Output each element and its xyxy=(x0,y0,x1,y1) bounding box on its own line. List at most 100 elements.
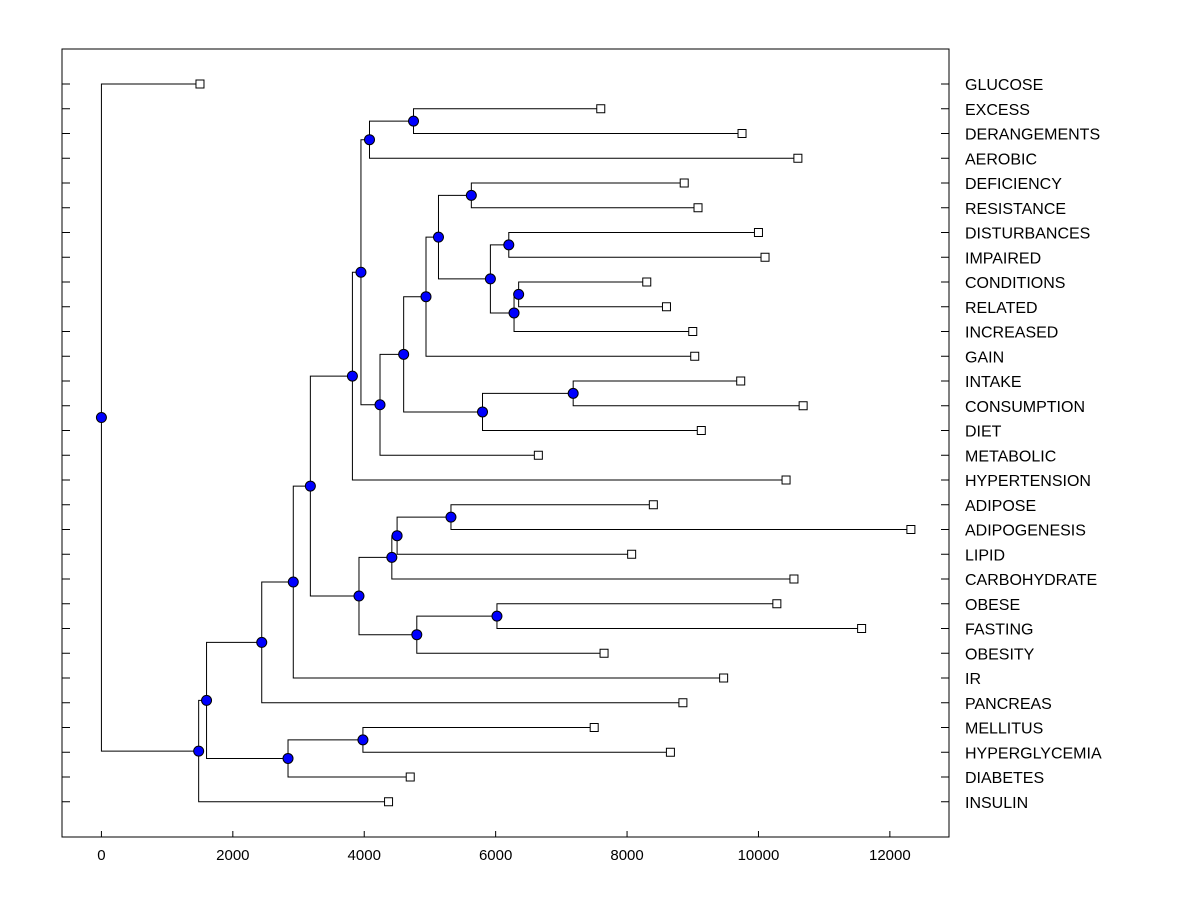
edge xyxy=(198,699,207,752)
x-tick-label: 2000 xyxy=(216,847,249,864)
edge xyxy=(358,596,417,636)
leaf-marker xyxy=(679,178,689,188)
leaf-label: ADIPOSE xyxy=(965,498,1036,515)
edge xyxy=(508,232,759,245)
edge xyxy=(437,194,472,238)
leaf-label: MELLITUS xyxy=(965,721,1043,738)
merge-node xyxy=(391,530,403,542)
leaf-label: DISTURBANCES xyxy=(965,226,1090,243)
nodes xyxy=(95,115,579,764)
leaf-marker xyxy=(760,252,770,262)
merge-node xyxy=(374,399,386,411)
x-tick-label: 4000 xyxy=(348,847,381,864)
x-tick-label: 12000 xyxy=(869,847,911,864)
leaf-label: IMPAIRED xyxy=(965,250,1041,267)
edge xyxy=(351,271,361,377)
edge xyxy=(287,739,363,759)
y-ticks xyxy=(62,83,949,803)
x-ticks xyxy=(100,831,891,837)
leaf-marker xyxy=(589,723,599,732)
edge xyxy=(396,535,632,555)
leaf-label: ADIPOGENESIS xyxy=(965,523,1086,540)
x-tick-label: 10000 xyxy=(738,847,780,864)
leaf-label: CONSUMPTION xyxy=(965,399,1085,416)
edge xyxy=(379,404,539,456)
merge-node xyxy=(287,576,299,588)
edge xyxy=(518,294,667,308)
merge-node xyxy=(193,745,205,757)
leaf-label: RELATED xyxy=(965,300,1038,317)
leaf-markers xyxy=(195,79,916,807)
merge-node xyxy=(346,370,358,382)
edge xyxy=(450,517,911,530)
leaf-marker xyxy=(719,673,729,683)
merge-node xyxy=(411,629,423,641)
edge xyxy=(425,296,695,357)
edge xyxy=(450,504,654,518)
edge xyxy=(360,139,370,273)
leaf-marker xyxy=(696,426,706,435)
edge xyxy=(368,139,798,159)
edge xyxy=(513,312,693,332)
leaf-label: RESISTANCE xyxy=(965,201,1066,218)
leaf-label: INTAKE xyxy=(965,374,1022,391)
leaf-marker xyxy=(906,525,916,534)
merge-node xyxy=(465,189,477,201)
edge xyxy=(206,641,262,701)
leaf-marker xyxy=(753,228,763,237)
leaf-marker xyxy=(661,302,671,312)
leaf-marker xyxy=(642,277,652,287)
leaf-marker xyxy=(693,203,703,213)
edge xyxy=(198,751,389,803)
edge xyxy=(261,581,294,643)
edge xyxy=(100,417,199,752)
leaf-marker xyxy=(737,129,747,138)
leaf-label: GAIN xyxy=(965,349,1004,366)
leaf-marker xyxy=(793,153,803,163)
leaf-marker xyxy=(384,797,394,807)
edge xyxy=(482,392,574,412)
leaf-label: INCREASED xyxy=(965,325,1058,342)
leaf-label: DEFICIENCY xyxy=(965,176,1062,193)
leaf-marker xyxy=(405,772,415,782)
leaf-label: HYPERGLYCEMIA xyxy=(965,745,1102,762)
merge-node xyxy=(491,610,503,622)
edge xyxy=(572,380,741,394)
x-tick-label: 0 xyxy=(97,847,105,864)
merge-node xyxy=(432,231,444,243)
edge xyxy=(206,700,289,759)
edges xyxy=(100,83,911,803)
merge-node xyxy=(567,387,579,399)
leaf-label: HYPERTENSION xyxy=(965,473,1091,490)
edge xyxy=(379,353,404,405)
leaf-label: DERANGEMENTS xyxy=(965,127,1100,144)
merge-node xyxy=(398,348,410,360)
merge-node xyxy=(256,636,268,648)
leaf-label: CONDITIONS xyxy=(965,275,1065,292)
edge xyxy=(413,108,601,122)
edge xyxy=(368,120,414,140)
edge xyxy=(403,354,483,413)
edge xyxy=(362,739,671,753)
leaf-label: DIET xyxy=(965,424,1002,441)
leaf-marker xyxy=(533,450,543,460)
merge-node xyxy=(513,288,525,300)
x-tick-label: 6000 xyxy=(479,847,512,864)
edge xyxy=(287,758,411,778)
leaf-marker xyxy=(665,747,675,757)
merge-node xyxy=(408,115,420,127)
leaf-marker xyxy=(195,79,205,89)
edge xyxy=(309,375,353,487)
merge-node xyxy=(304,480,316,492)
merge-node xyxy=(363,134,375,146)
edge xyxy=(309,486,359,597)
leaf-label: IR xyxy=(965,671,981,688)
leaf-marker xyxy=(690,351,700,361)
leaf-label: OBESITY xyxy=(965,646,1035,663)
leaf-marker xyxy=(772,599,782,609)
edge xyxy=(413,121,743,134)
leaf-label: LIPID xyxy=(965,547,1005,564)
edge xyxy=(261,642,683,704)
merge-node xyxy=(282,752,294,764)
leaf-label: GLUCOSE xyxy=(965,77,1043,94)
